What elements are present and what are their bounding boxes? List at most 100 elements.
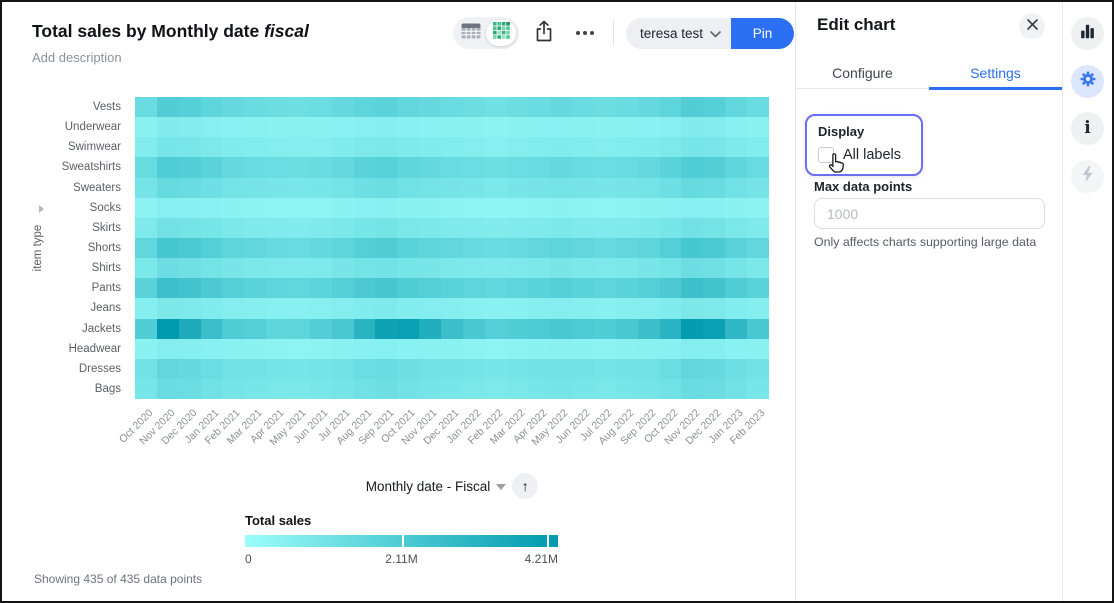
heatmap-cell[interactable]: [288, 137, 310, 158]
heatmap-cell[interactable]: [309, 318, 332, 339]
heatmap-cell[interactable]: [200, 258, 223, 279]
heatmap-cell[interactable]: [244, 298, 267, 319]
heatmap-cell[interactable]: [572, 137, 595, 158]
heatmap-cell[interactable]: [462, 338, 485, 359]
tab-configure[interactable]: Configure: [832, 64, 893, 81]
heatmap-cell[interactable]: [615, 137, 638, 158]
heatmap-cell[interactable]: [637, 157, 660, 178]
heatmap-cell[interactable]: [331, 318, 354, 339]
heatmap-cell[interactable]: [375, 97, 398, 118]
heatmap-cell[interactable]: [550, 97, 573, 118]
heatmap-cell[interactable]: [288, 338, 310, 359]
heatmap-cell[interactable]: [528, 318, 551, 339]
heatmap-cell[interactable]: [266, 258, 289, 279]
heatmap-cell[interactable]: [747, 217, 769, 238]
heatmap-cell[interactable]: [419, 237, 442, 259]
heatmap-cell[interactable]: [397, 197, 420, 218]
heatmap-cell[interactable]: [353, 157, 376, 178]
heatmap-cell[interactable]: [288, 278, 310, 299]
heatmap-cell[interactable]: [681, 358, 704, 379]
heatmap-cell[interactable]: [703, 298, 726, 319]
heatmap-cell[interactable]: [725, 137, 748, 158]
settings-rail-button[interactable]: [1071, 65, 1104, 98]
heatmap-cell[interactable]: [550, 278, 573, 299]
heatmap-cell[interactable]: [506, 117, 529, 138]
heatmap-cell[interactable]: [506, 97, 529, 118]
pin-button[interactable]: Pin: [731, 17, 795, 49]
heatmap-cell[interactable]: [572, 97, 595, 118]
heatmap-cell[interactable]: [747, 237, 769, 259]
heatmap-cell[interactable]: [703, 237, 726, 259]
heatmap-cell[interactable]: [288, 298, 310, 319]
all-labels-label[interactable]: All labels: [843, 147, 902, 163]
heatmap-cell[interactable]: [178, 278, 201, 299]
heatmap-cell[interactable]: [244, 157, 267, 178]
heatmap-cell[interactable]: [441, 117, 463, 138]
move-axis-up-button[interactable]: ↑: [512, 473, 539, 499]
heatmap-cell[interactable]: [550, 258, 573, 279]
heatmap-cell[interactable]: [353, 97, 376, 118]
heatmap-cell[interactable]: [637, 217, 660, 238]
heatmap-cell[interactable]: [156, 197, 179, 218]
heatmap-cell[interactable]: [419, 117, 442, 138]
heatmap-cell[interactable]: [725, 97, 748, 118]
heatmap-cell[interactable]: [288, 237, 310, 259]
heatmap-cell[interactable]: [244, 358, 267, 379]
heatmap-cell[interactable]: [331, 157, 354, 178]
actions-rail-button[interactable]: [1071, 160, 1104, 193]
heatmap-cell[interactable]: [681, 338, 704, 359]
heatmap-cell[interactable]: [441, 157, 463, 178]
heatmap-cell[interactable]: [309, 97, 332, 118]
heatmap-cell[interactable]: [331, 298, 354, 319]
heatmap-cell[interactable]: [725, 117, 748, 138]
heatmap-cell[interactable]: [266, 278, 289, 299]
heatmap-cell[interactable]: [266, 117, 289, 138]
heatmap-cell[interactable]: [200, 358, 223, 379]
heatmap-cell[interactable]: [309, 157, 332, 178]
heatmap-cell[interactable]: [178, 237, 201, 259]
heatmap-cell[interactable]: [419, 217, 442, 238]
heatmap-cell[interactable]: [178, 378, 201, 400]
heatmap-cell[interactable]: [419, 278, 442, 299]
heatmap-cell[interactable]: [550, 117, 573, 138]
heatmap-cell[interactable]: [375, 117, 398, 138]
heatmap-cell[interactable]: [156, 318, 179, 339]
heatmap-cell[interactable]: [156, 338, 179, 359]
heatmap-cell[interactable]: [331, 217, 354, 238]
chart-view-button[interactable]: [486, 20, 516, 46]
heatmap-cell[interactable]: [462, 258, 485, 279]
heatmap-cell[interactable]: [528, 217, 551, 238]
heatmap-cell[interactable]: [681, 137, 704, 158]
heatmap-cell[interactable]: [397, 237, 420, 259]
heatmap-cell[interactable]: [681, 177, 704, 198]
heatmap-cell[interactable]: [375, 298, 398, 319]
heatmap-cell[interactable]: [288, 97, 310, 118]
heatmap-cell[interactable]: [725, 217, 748, 238]
heatmap-cell[interactable]: [528, 258, 551, 279]
heatmap-cell[interactable]: [178, 177, 201, 198]
heatmap-cell[interactable]: [244, 217, 267, 238]
heatmap-cell[interactable]: [550, 358, 573, 379]
heatmap-cell[interactable]: [419, 137, 442, 158]
heatmap-cell[interactable]: [703, 338, 726, 359]
heatmap-cell[interactable]: [331, 177, 354, 198]
heatmap-cell[interactable]: [200, 217, 223, 238]
heatmap-cell[interactable]: [156, 137, 179, 158]
heatmap-cell[interactable]: [135, 358, 157, 379]
heatmap-cell[interactable]: [725, 197, 748, 218]
heatmap-cell[interactable]: [222, 97, 245, 118]
heatmap-cell[interactable]: [484, 97, 507, 118]
heatmap-cell[interactable]: [725, 237, 748, 259]
heatmap-cell[interactable]: [375, 338, 398, 359]
heatmap-cell[interactable]: [572, 157, 595, 178]
chevron-down-icon[interactable]: [496, 477, 507, 495]
heatmap-cell[interactable]: [222, 278, 245, 299]
heatmap-cell[interactable]: [266, 177, 289, 198]
heatmap-cell[interactable]: [266, 358, 289, 379]
heatmap-cell[interactable]: [594, 237, 616, 259]
heatmap-cell[interactable]: [615, 318, 638, 339]
heatmap-cell[interactable]: [266, 97, 289, 118]
heatmap-cell[interactable]: [572, 117, 595, 138]
heatmap-cell[interactable]: [419, 258, 442, 279]
heatmap-cell[interactable]: [331, 97, 354, 118]
